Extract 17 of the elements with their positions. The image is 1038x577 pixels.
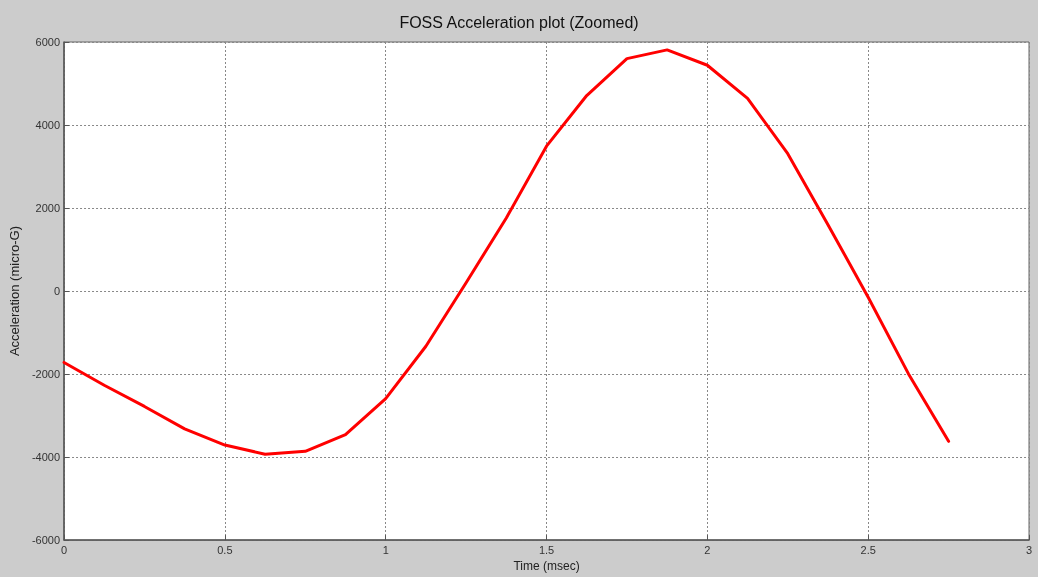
- x-tick-label: 1: [382, 543, 389, 556]
- y-tick-label: 4000: [35, 119, 61, 132]
- y-tick-label: 6000: [35, 36, 61, 48]
- x-tick-label: 2: [704, 543, 711, 556]
- x-tick-label: 3: [1025, 543, 1033, 556]
- x-axis-title: Time (msec): [513, 559, 580, 573]
- y-axis-title: Acceleration (micro-G): [7, 226, 22, 357]
- chart-title: FOSS Acceleration plot (Zoomed): [399, 13, 639, 31]
- y-tick-label: -4000: [31, 451, 61, 464]
- y-tick-label: 0: [53, 285, 61, 298]
- x-tick-label: 0.5: [217, 543, 233, 556]
- y-tick-label: 2000: [35, 202, 61, 215]
- line-series: [62, 48, 951, 456]
- y-tick-label: -6000: [31, 534, 61, 547]
- x-tick-label: 1.5: [538, 543, 555, 556]
- y-tick-label: -2000: [31, 368, 61, 381]
- x-tick-label: 2.5: [860, 543, 876, 556]
